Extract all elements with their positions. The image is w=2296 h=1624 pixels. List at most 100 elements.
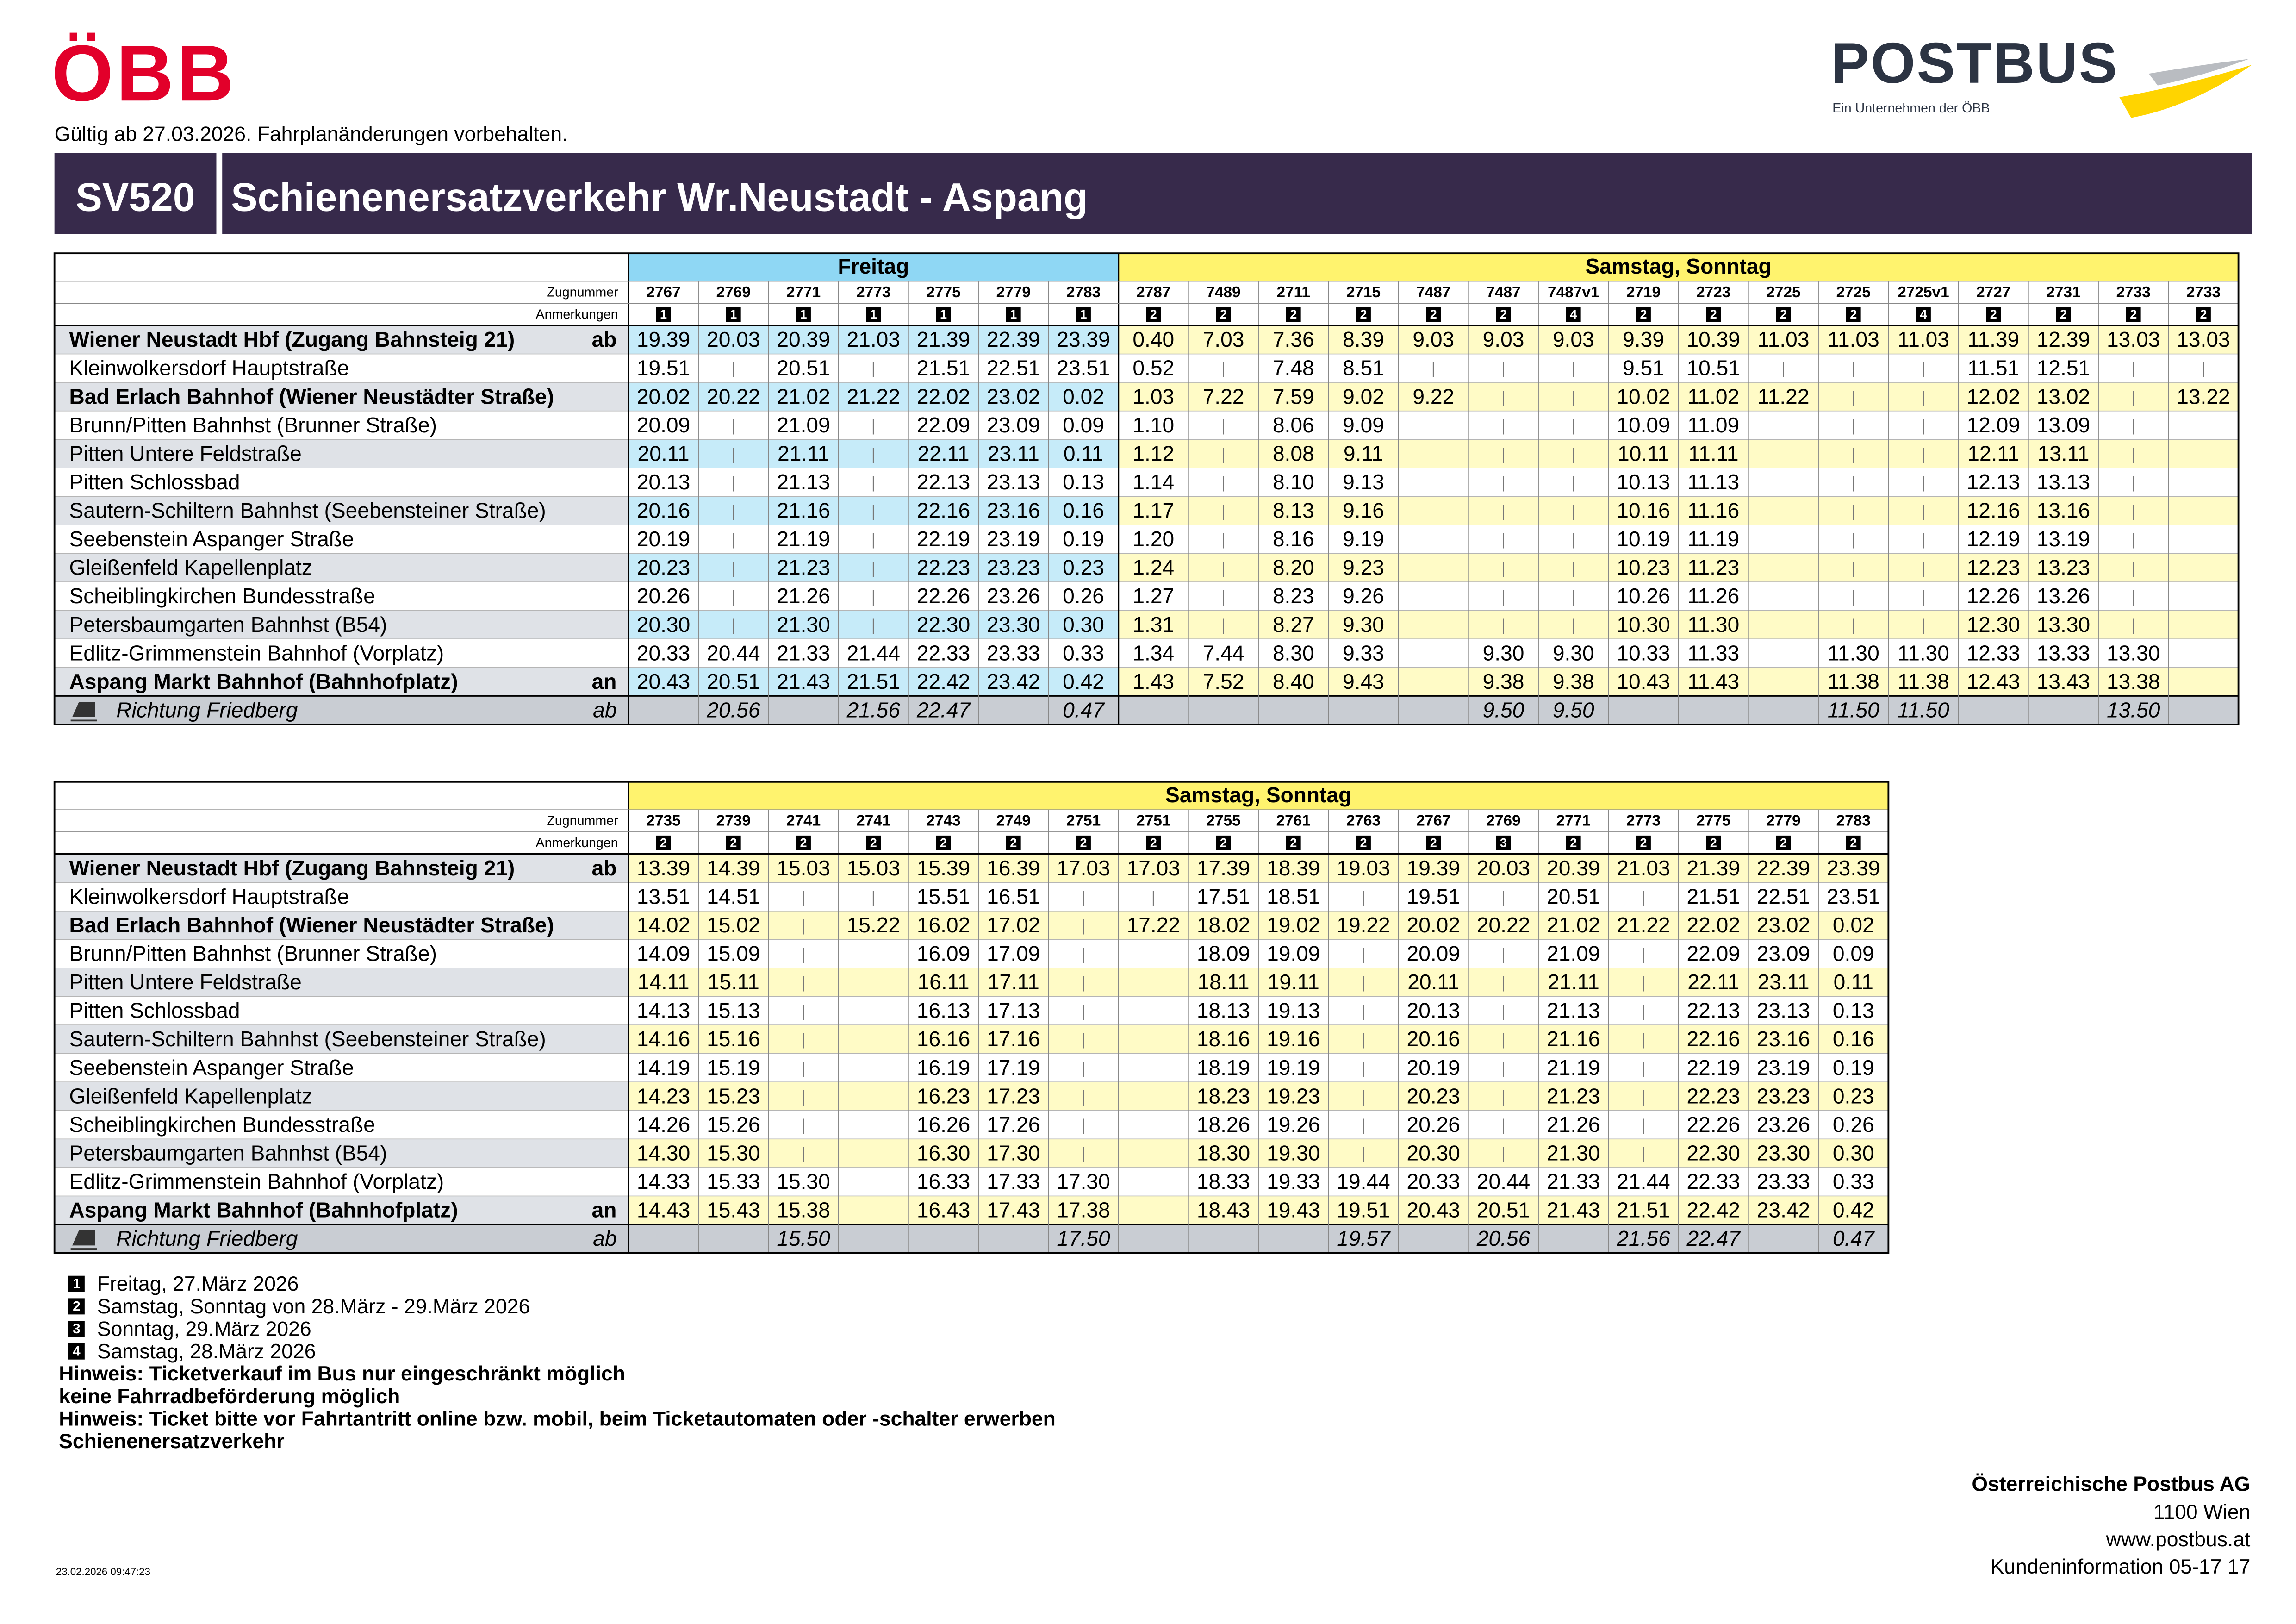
note-marker-label: 2 (1290, 307, 1297, 321)
time: 15.19 (707, 1056, 760, 1080)
time: 22.30 (1687, 1141, 1740, 1165)
pass-through: | (1081, 1145, 1085, 1163)
time: 11.50 (1898, 698, 1949, 722)
cell-background (1328, 610, 1399, 639)
cell-background (1678, 854, 1748, 883)
connection-icon (70, 702, 97, 722)
train-number: 2769 (716, 284, 751, 301)
cell-background (908, 1082, 979, 1111)
cell-background (1048, 1196, 1119, 1225)
time: 12.19 (1967, 527, 2020, 551)
pass-through: | (1641, 888, 1645, 906)
time: 0.26 (1063, 584, 1104, 608)
time: 21.03 (1617, 856, 1670, 880)
time: 17.43 (987, 1198, 1040, 1222)
time: 20.23 (637, 556, 690, 580)
note-marker (1286, 307, 1301, 322)
time: 15.43 (707, 1198, 760, 1222)
pass-through: | (731, 531, 735, 549)
train-number: 2711 (1277, 284, 1310, 301)
cell-background (2098, 496, 2169, 525)
time: 1.24 (1132, 556, 1174, 580)
pass-through: | (1641, 945, 1645, 963)
cell-background (1398, 1025, 1468, 1054)
cell-background (908, 325, 979, 354)
cell-background (1048, 1025, 1119, 1054)
pass-through: | (1641, 1031, 1645, 1049)
pass-through: | (1851, 616, 1855, 634)
time: 21.02 (777, 384, 830, 408)
time: 20.02 (637, 384, 690, 408)
time: 15.22 (847, 913, 900, 937)
time: 20.51 (1477, 1198, 1530, 1222)
cell-background (2168, 667, 2239, 696)
cell-background (1538, 610, 1609, 639)
cell-background (1958, 382, 2028, 411)
pass-through: | (1851, 417, 1855, 435)
time: 9.43 (1343, 669, 1384, 693)
time: 11.50 (1828, 698, 1879, 722)
time: 21.11 (778, 441, 829, 465)
cell-background (978, 911, 1049, 940)
pass-through: | (871, 445, 876, 463)
cell-background (1888, 382, 1959, 411)
time: 20.26 (1407, 1112, 1460, 1137)
time: 23.02 (987, 384, 1040, 408)
pass-through: | (1571, 587, 1575, 606)
pass-through: | (1571, 474, 1575, 492)
time: 13.30 (2107, 641, 2160, 665)
company-name: Österreichische Postbus AG (1972, 1473, 2250, 1496)
note-marker (1216, 307, 1231, 322)
note-marker (1356, 307, 1371, 322)
time: 11.09 (1687, 413, 1739, 437)
cell-background (838, 968, 908, 997)
time: 11.19 (1687, 527, 1739, 551)
cell-background (1818, 1196, 1889, 1225)
time: 13.09 (2037, 413, 2090, 437)
hint: Schienenersatzverkehr (59, 1430, 284, 1453)
cell-background (1258, 1082, 1329, 1111)
time: 17.19 (987, 1056, 1040, 1080)
pass-through: | (871, 474, 876, 492)
time: 0.23 (1833, 1084, 1874, 1108)
cell-background (1468, 496, 1539, 525)
stop-background (54, 968, 628, 997)
note-marker-label: 1 (1080, 307, 1087, 321)
cell-background (1398, 1139, 1468, 1168)
cell-background (1608, 382, 1679, 411)
time: 13.50 (2107, 698, 2160, 722)
time: 19.03 (1337, 856, 1390, 880)
note-marker-label: 2 (1780, 307, 1787, 321)
time: 14.02 (637, 913, 690, 937)
note-marker (2196, 307, 2211, 322)
time: 23.33 (987, 641, 1040, 665)
cell-background (1188, 911, 1259, 940)
time: 21.51 (847, 669, 900, 693)
time: 16.13 (917, 999, 970, 1023)
note-marker-label: 2 (1710, 836, 1717, 850)
cell-background (1468, 1082, 1539, 1111)
cell-background (1748, 439, 1819, 468)
pass-through: | (2131, 417, 2135, 435)
time: 20.43 (637, 669, 690, 693)
time: 16.23 (917, 1084, 970, 1108)
cell-background (1468, 854, 1539, 883)
time: 21.16 (1547, 1027, 1600, 1051)
time: 12.30 (1967, 612, 2020, 637)
time: 13.33 (2037, 641, 2090, 665)
cell-background (768, 1139, 839, 1168)
stop-name: Scheiblingkirchen Bundesstraße (69, 584, 375, 608)
pass-through: | (1361, 1059, 1365, 1077)
cell-background (1748, 1025, 1819, 1054)
cell-background (698, 1139, 769, 1168)
time: 0.42 (1063, 669, 1104, 693)
cell-background (628, 382, 699, 411)
cell-background (1468, 1139, 1539, 1168)
time: 17.16 (987, 1027, 1040, 1051)
connection-icon (70, 1230, 97, 1250)
time: 9.11 (1344, 441, 1383, 465)
stop-name: Richtung Friedberg (116, 698, 298, 722)
group-name: Samstag, Sonntag (1585, 254, 1771, 278)
cell-background (1328, 439, 1399, 468)
